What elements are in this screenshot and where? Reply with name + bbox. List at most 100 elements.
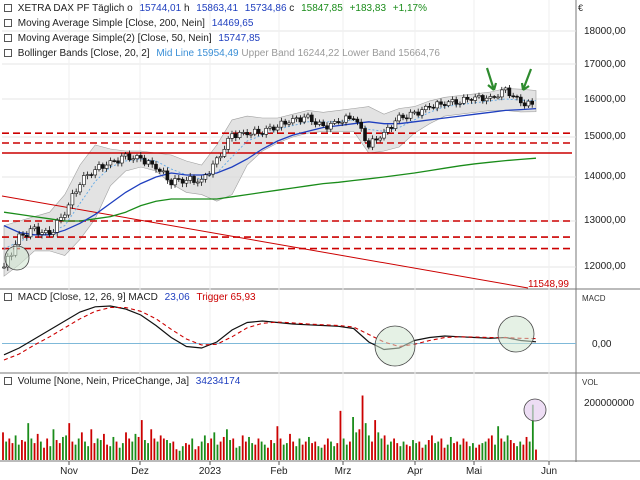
candle-body — [450, 99, 455, 103]
candle-body — [332, 121, 337, 124]
candle-body — [101, 164, 105, 169]
candle-body — [363, 128, 367, 141]
candle-body — [158, 168, 162, 172]
series-toggle-icon[interactable] — [4, 19, 12, 28]
volume-bar — [172, 441, 175, 460]
volume-bar — [90, 429, 93, 460]
volume-bar — [49, 446, 52, 460]
volume-bar — [30, 438, 33, 460]
volume-bar — [317, 446, 320, 460]
volume-bar — [320, 447, 323, 460]
legend-sma50: Moving Average Simple(2) [Close, 50, Nei… — [4, 33, 260, 45]
volume-bar — [39, 441, 42, 460]
volume-bar — [393, 438, 395, 460]
high-value: 15863,41 — [196, 3, 239, 14]
volume-bar — [267, 447, 269, 460]
candle-body — [427, 106, 432, 108]
candle-body — [230, 133, 234, 139]
volume-bar — [453, 443, 455, 460]
legend-label: Volume — [17, 376, 52, 387]
upper-value: 16244,22 — [297, 48, 340, 59]
candle-body — [116, 160, 120, 164]
candle-body — [36, 226, 41, 235]
x-tick: 2023 — [198, 466, 222, 477]
candle-body — [249, 133, 253, 136]
candle-body — [180, 178, 185, 184]
candle-body — [503, 87, 508, 91]
series-toggle-icon[interactable] — [4, 4, 12, 13]
volume-bar — [516, 446, 518, 460]
volume-bar — [84, 441, 86, 460]
volume-bar — [352, 417, 354, 460]
candle-body — [355, 118, 360, 123]
volume-bar — [254, 444, 257, 460]
volume-bar — [531, 404, 534, 460]
volume-bar — [216, 444, 219, 460]
candle-body — [188, 176, 192, 181]
volume-bar — [380, 438, 383, 460]
volume-bar — [535, 449, 537, 460]
x-tick: Apr — [407, 466, 423, 477]
volume-bar — [371, 441, 373, 460]
volume-bar — [273, 443, 276, 460]
volume-bar — [301, 444, 304, 460]
volume-bar — [62, 436, 64, 460]
volume-bar — [475, 447, 477, 460]
candle-body — [253, 128, 257, 135]
lower-label: Lower Band — [342, 48, 396, 59]
volume-bar — [197, 446, 200, 460]
close-value: 15847,85 — [301, 3, 343, 14]
candle-body — [347, 115, 352, 119]
volume-bar — [226, 429, 228, 460]
candle-body — [499, 89, 504, 98]
series-toggle-icon[interactable] — [4, 293, 12, 302]
volume-bar — [137, 436, 140, 460]
volume-bar — [244, 441, 247, 460]
y-tick: 18000,00 — [584, 26, 626, 37]
volume-bar — [166, 440, 168, 460]
candle-body — [97, 164, 101, 170]
candle-body — [287, 122, 291, 125]
open-label: o — [127, 3, 133, 14]
volume-bar — [386, 444, 389, 460]
volume-bar — [497, 426, 500, 460]
volume-bar — [52, 429, 55, 460]
candle-body — [93, 169, 97, 176]
volume-bar — [308, 436, 310, 460]
volume-bar — [326, 438, 329, 460]
volume-bar — [383, 435, 386, 460]
volume-bar — [330, 441, 332, 460]
volume-bar — [134, 433, 137, 460]
volume-bar — [358, 429, 361, 460]
series-toggle-icon[interactable] — [4, 377, 12, 386]
volume-bar — [424, 444, 427, 460]
candle-body — [435, 101, 440, 109]
x-tick: Nov — [60, 466, 78, 477]
macd-value: 23,06 — [164, 292, 190, 303]
volume-bar — [112, 436, 115, 460]
legend-bollinger: Bollinger Bands [Close, 20, 2] Mid Line … — [4, 48, 440, 60]
candle-body — [55, 220, 60, 233]
volume-bar — [140, 420, 143, 460]
volume-bar — [241, 435, 244, 460]
volume-bar — [178, 450, 181, 460]
volume-bar — [509, 440, 512, 460]
candle-body — [89, 174, 94, 176]
volume-bar — [181, 446, 184, 460]
candle-body — [199, 178, 204, 183]
x-tick: Jun — [540, 466, 558, 477]
candle-body — [256, 128, 261, 134]
candle-body — [245, 132, 249, 136]
change-pct: +1,17% — [392, 3, 427, 14]
volume-bar — [175, 449, 178, 460]
bollinger-midline — [3, 98, 537, 250]
candle-body — [104, 164, 109, 169]
series-toggle-icon[interactable] — [4, 34, 12, 43]
series-toggle-icon[interactable] — [4, 49, 12, 58]
candle-body — [351, 118, 356, 120]
candle-body — [465, 96, 470, 100]
candle-body — [344, 115, 348, 123]
volume-bar — [77, 438, 80, 460]
sma50-line — [3, 107, 537, 236]
volume-bar — [65, 435, 67, 460]
